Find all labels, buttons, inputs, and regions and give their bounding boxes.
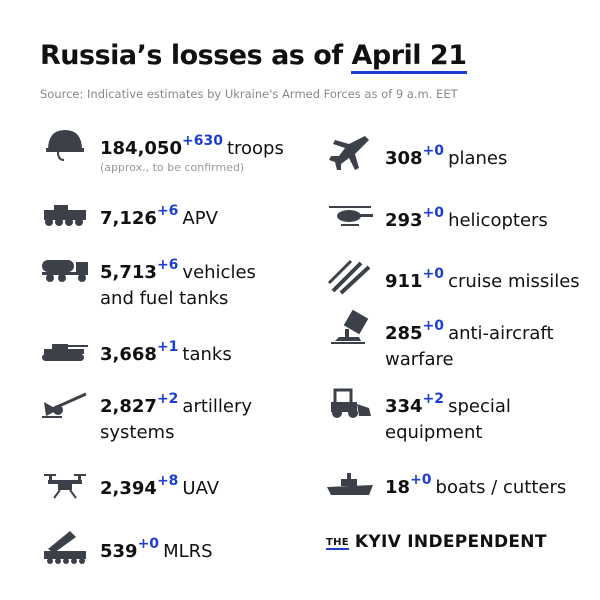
stat-delta: +0: [422, 143, 445, 159]
stat-value: 18: [385, 477, 411, 498]
loader-icon: [325, 382, 375, 422]
stat-value: 334: [385, 396, 423, 417]
stat-value: 3,668: [100, 344, 157, 365]
stat-delta: +0: [410, 472, 432, 488]
boat-icon: [325, 463, 375, 503]
stat-troops: 184,050+630 troops (approx., to be confirm…: [100, 128, 284, 174]
stat-value: 7,126: [100, 208, 157, 229]
stat-label-line2: equipment: [385, 422, 483, 443]
stat-value: 308: [385, 148, 423, 169]
stat-value: 293: [385, 210, 423, 231]
stat-value: 2,394: [100, 478, 157, 499]
stat-label: troops: [226, 138, 284, 159]
stat-label: artillery: [182, 396, 253, 417]
stat-value: 911: [385, 271, 423, 292]
stat-cruise: 911+0 cruise missiles: [385, 261, 580, 295]
stat-value: 2,827: [100, 396, 157, 417]
stat-label-line2: systems: [100, 422, 175, 443]
stat-artillery: 2,827+2 artillery systems: [100, 386, 252, 446]
stat-delta: +1: [156, 339, 179, 355]
drone-icon: [40, 464, 90, 504]
stat-delta: +630: [181, 133, 223, 149]
helmet-icon: [40, 124, 90, 164]
stat-note: (approx., to be confirmed): [100, 161, 245, 174]
stat-value: 285: [385, 323, 423, 344]
stat-antiaircraft: 285+0 anti-aircraft warfare: [385, 313, 554, 373]
missile-icon: [325, 257, 375, 297]
plane-icon: [325, 134, 375, 174]
stat-mlrs: 539+0 MLRS: [100, 531, 213, 565]
stat-delta: +0: [422, 266, 445, 282]
stat-label: planes: [448, 148, 508, 169]
stat-label: boats / cutters: [435, 477, 567, 498]
stat-uav: 2,394+8 UAV: [100, 468, 219, 502]
stat-label: helicopters: [448, 210, 548, 231]
stat-label: UAV: [182, 478, 220, 499]
stat-value: 539: [100, 541, 138, 562]
stat-delta: +6: [156, 257, 179, 273]
stat-label: MLRS: [163, 541, 213, 562]
helicopter-icon: [325, 196, 375, 236]
stat-label: tanks: [182, 344, 232, 365]
stat-label: anti-aircraft: [448, 323, 554, 344]
stat-delta: +0: [422, 205, 445, 221]
stat-delta: +6: [156, 203, 179, 219]
stat-delta: +2: [422, 391, 445, 407]
stat-delta: +8: [156, 473, 179, 489]
anti-aircraft-icon: [325, 309, 375, 349]
stat-special: 334+2 special equipment: [385, 386, 511, 446]
stat-label-line2: warfare: [385, 349, 454, 370]
source-note: Source: Indicative estimates by Ukraine'…: [40, 87, 458, 101]
stat-label-line2: and fuel tanks: [100, 288, 229, 309]
title-date: April 21: [351, 40, 467, 74]
stat-label: APV: [182, 208, 218, 229]
stat-label: vehicles: [182, 262, 256, 283]
artillery-icon: [40, 382, 90, 422]
stat-delta: +0: [422, 318, 445, 334]
apv-icon: [40, 194, 90, 234]
stat-value: 5,713: [100, 262, 157, 283]
stat-boats: 18+0 boats / cutters: [385, 467, 566, 501]
stat-label: cruise missiles: [448, 271, 580, 292]
stat-value: 184,050: [100, 138, 182, 159]
stat-vehicles: 5,713+6 vehicles and fuel tanks: [100, 252, 256, 312]
stat-helicopters: 293+0 helicopters: [385, 200, 548, 234]
stat-delta: +2: [156, 391, 179, 407]
stat-apv: 7,126+6 APV: [100, 198, 218, 232]
kyiv-independent-logo: THE KYIV INDEPENDENT: [326, 532, 547, 552]
tank-icon: [40, 330, 90, 370]
stat-tanks: 3,668+1 tanks: [100, 334, 232, 368]
stat-planes: 308+0 planes: [385, 138, 507, 172]
stat-label: special: [448, 396, 511, 417]
fuel-truck-icon: [40, 248, 90, 288]
stat-delta: +0: [137, 536, 160, 552]
page-title: Russia’s losses as of April 21: [40, 40, 467, 74]
mlrs-icon: [40, 527, 90, 567]
